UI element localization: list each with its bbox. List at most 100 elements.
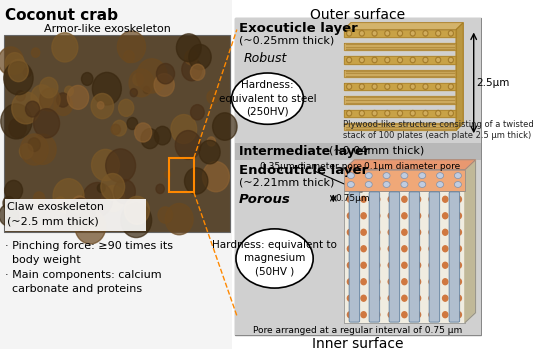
Bar <box>235 18 481 143</box>
Circle shape <box>399 85 402 88</box>
Circle shape <box>398 110 403 116</box>
Circle shape <box>443 246 448 252</box>
Circle shape <box>415 295 421 301</box>
Circle shape <box>12 92 40 124</box>
Text: Hardness: equivalent to
magnesium
(50HV ): Hardness: equivalent to magnesium (50HV … <box>212 240 337 277</box>
Circle shape <box>67 198 95 231</box>
Circle shape <box>133 74 144 86</box>
FancyBboxPatch shape <box>369 192 379 322</box>
Circle shape <box>399 112 402 115</box>
Circle shape <box>177 34 201 62</box>
Circle shape <box>34 192 45 205</box>
Text: Plywood-like structure consisting of a twisted
stack of 100 plates (each plate 2: Plywood-like structure consisting of a t… <box>343 120 534 141</box>
Circle shape <box>456 213 461 219</box>
Circle shape <box>385 84 390 89</box>
Circle shape <box>136 59 167 93</box>
Ellipse shape <box>454 182 461 188</box>
Circle shape <box>443 295 448 301</box>
Circle shape <box>375 213 380 219</box>
Ellipse shape <box>365 173 372 178</box>
Ellipse shape <box>437 173 444 178</box>
Bar <box>6 199 146 231</box>
Circle shape <box>388 196 393 202</box>
Circle shape <box>456 312 461 318</box>
Circle shape <box>385 57 390 63</box>
Circle shape <box>359 30 364 36</box>
Ellipse shape <box>236 229 313 288</box>
Circle shape <box>40 77 58 98</box>
Text: Exocuticle layer: Exocuticle layer <box>239 22 358 35</box>
Circle shape <box>375 229 380 235</box>
Circle shape <box>443 229 448 235</box>
Circle shape <box>448 57 453 63</box>
Circle shape <box>5 53 24 74</box>
Circle shape <box>410 30 415 36</box>
Circle shape <box>361 246 366 252</box>
Circle shape <box>375 262 380 268</box>
Polygon shape <box>344 83 456 90</box>
Circle shape <box>117 31 146 63</box>
Circle shape <box>359 110 364 116</box>
Circle shape <box>436 57 441 63</box>
Circle shape <box>29 134 56 165</box>
Circle shape <box>388 229 393 235</box>
Circle shape <box>372 30 377 36</box>
Ellipse shape <box>454 173 461 178</box>
Circle shape <box>429 312 434 318</box>
Circle shape <box>443 196 448 202</box>
Circle shape <box>456 279 461 285</box>
Circle shape <box>91 93 113 119</box>
FancyBboxPatch shape <box>429 192 439 322</box>
Circle shape <box>424 58 427 62</box>
Polygon shape <box>344 23 463 30</box>
Circle shape <box>158 207 173 223</box>
Circle shape <box>4 62 33 95</box>
Circle shape <box>375 312 380 318</box>
Text: 0.35μm diameter pore: 0.35μm diameter pore <box>260 162 362 171</box>
Text: 0.75μm: 0.75μm <box>335 194 370 203</box>
Circle shape <box>348 279 353 285</box>
Circle shape <box>402 246 407 252</box>
Circle shape <box>348 85 350 88</box>
Circle shape <box>388 279 393 285</box>
Circle shape <box>82 182 113 217</box>
Circle shape <box>449 85 452 88</box>
Circle shape <box>402 262 407 268</box>
Circle shape <box>348 229 353 235</box>
Circle shape <box>9 118 26 138</box>
Circle shape <box>346 30 351 36</box>
Circle shape <box>443 262 448 268</box>
Circle shape <box>398 57 403 63</box>
Text: Hardness:
equivalent to steel
(250HV): Hardness: equivalent to steel (250HV) <box>219 80 316 117</box>
Circle shape <box>411 85 414 88</box>
Circle shape <box>97 184 105 193</box>
Circle shape <box>456 262 461 268</box>
Ellipse shape <box>419 182 426 188</box>
Circle shape <box>402 229 407 235</box>
Ellipse shape <box>348 173 354 178</box>
Circle shape <box>348 112 350 115</box>
Circle shape <box>101 173 125 200</box>
Circle shape <box>361 112 363 115</box>
Circle shape <box>190 64 205 80</box>
Circle shape <box>436 84 441 89</box>
Circle shape <box>348 213 353 219</box>
Circle shape <box>386 85 389 88</box>
Circle shape <box>28 138 40 152</box>
Circle shape <box>20 134 48 165</box>
Circle shape <box>124 196 150 224</box>
Circle shape <box>411 32 414 35</box>
Circle shape <box>373 32 376 35</box>
Circle shape <box>402 279 407 285</box>
Text: Inner surface: Inner surface <box>312 337 404 352</box>
Circle shape <box>361 229 366 235</box>
Circle shape <box>402 196 407 202</box>
Circle shape <box>361 312 366 318</box>
Text: (~0.25mm thick): (~0.25mm thick) <box>239 35 334 46</box>
Ellipse shape <box>365 182 372 188</box>
Circle shape <box>456 196 461 202</box>
Circle shape <box>375 279 380 285</box>
Text: Robust: Robust <box>244 52 287 65</box>
Circle shape <box>437 112 439 115</box>
Bar <box>3 35 230 232</box>
